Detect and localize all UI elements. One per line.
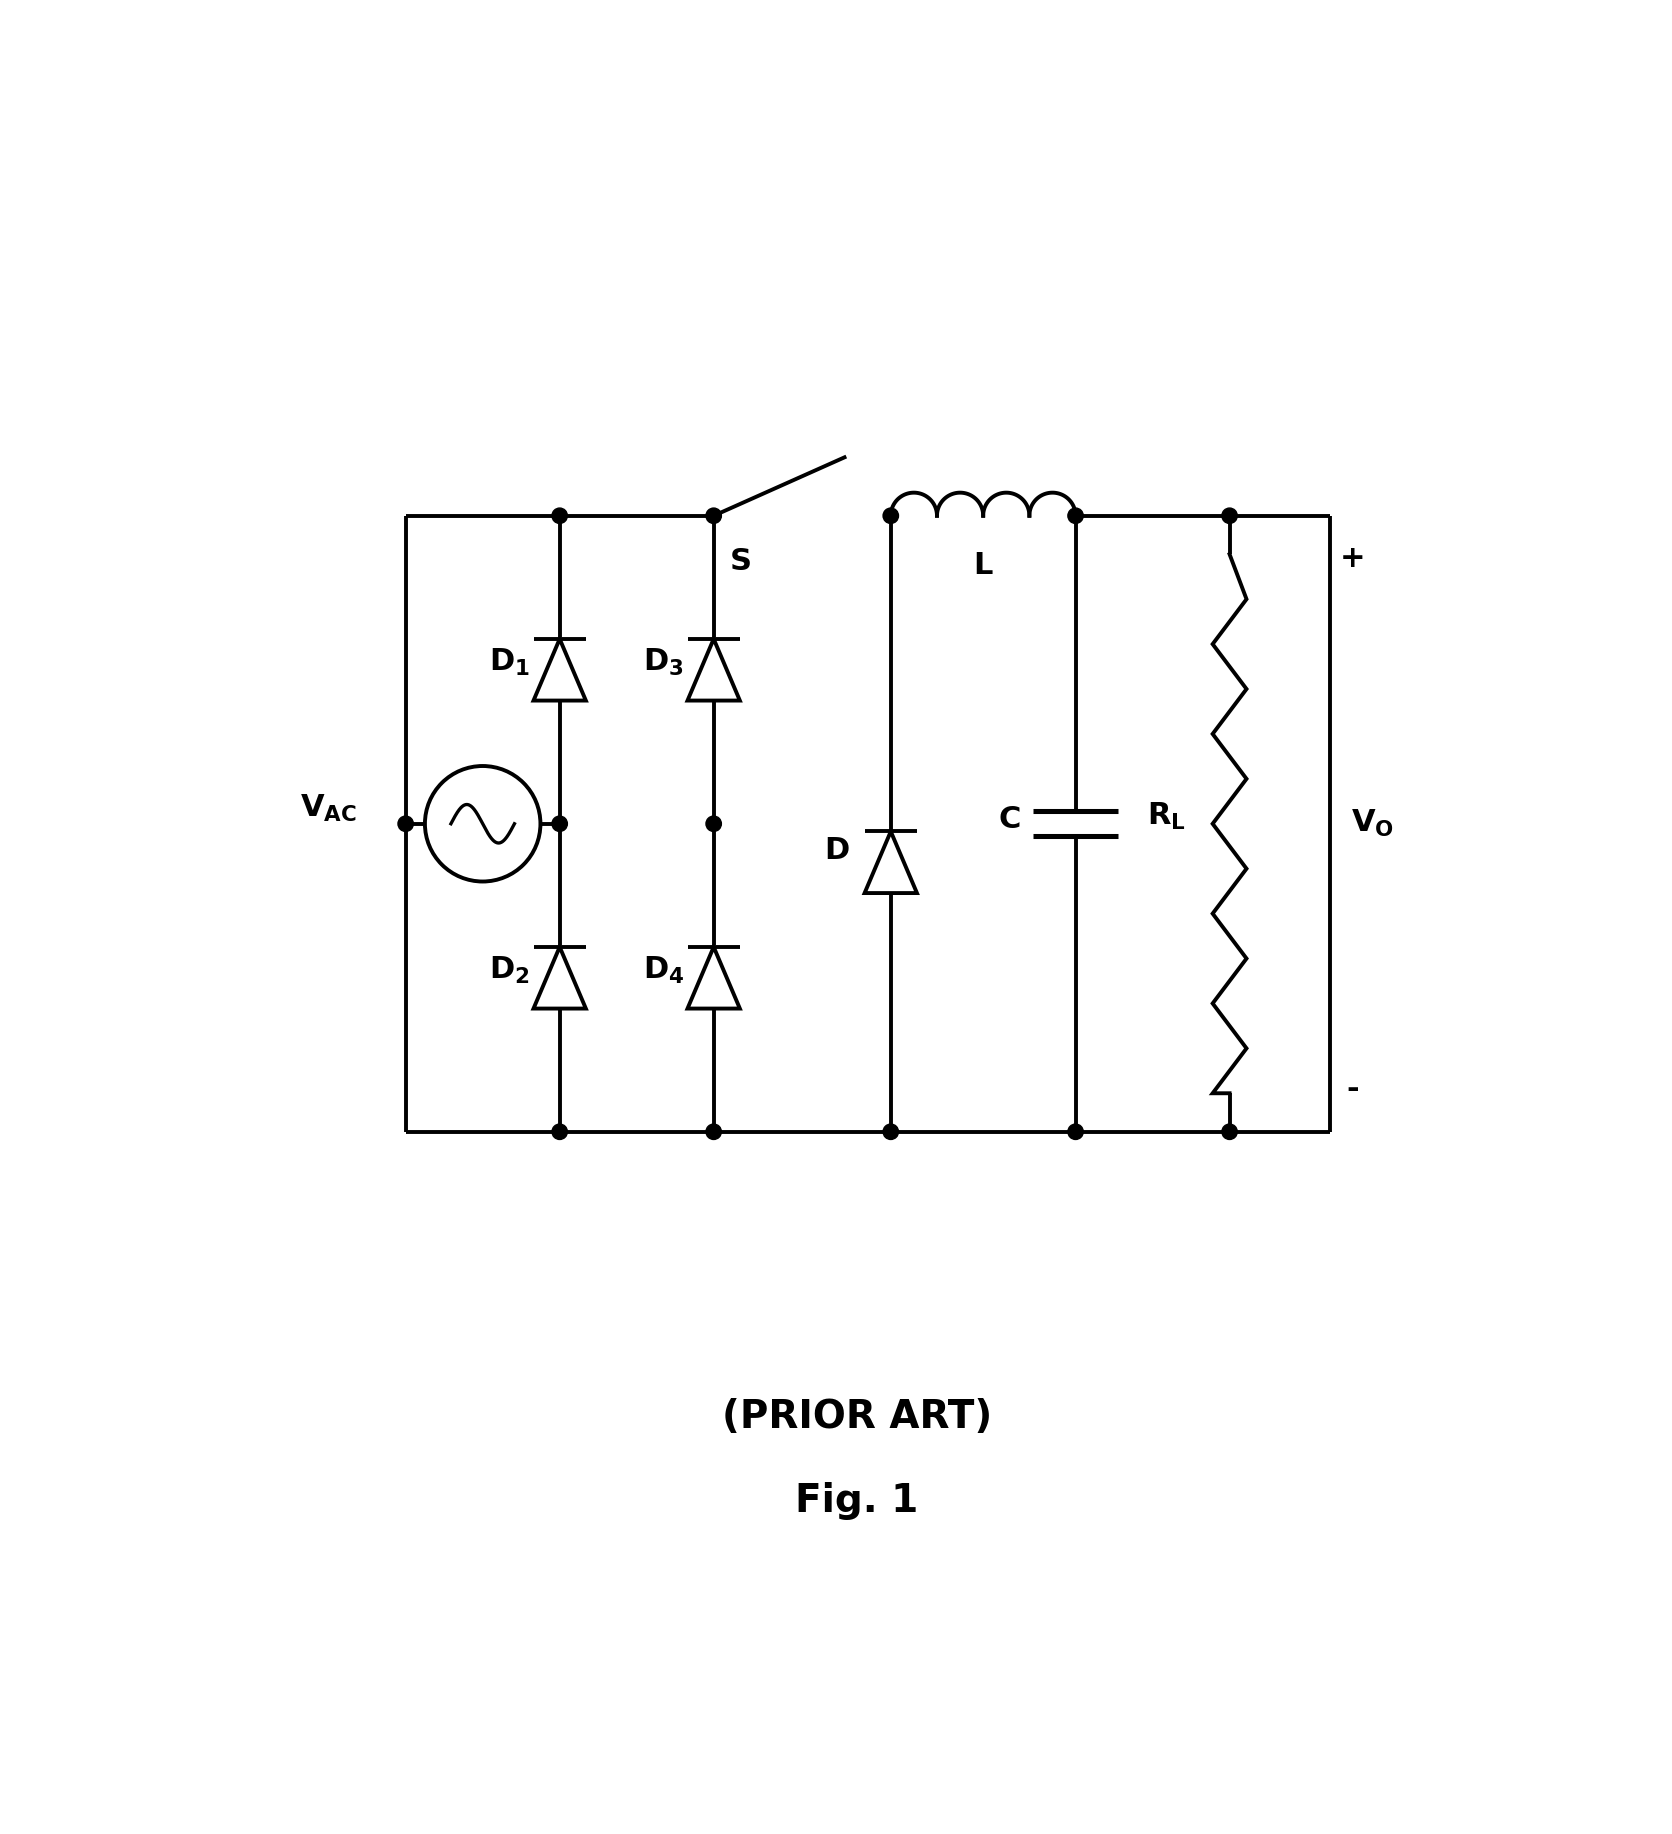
Circle shape	[707, 508, 721, 523]
Circle shape	[883, 508, 898, 523]
Text: +: +	[1339, 543, 1366, 572]
Circle shape	[884, 508, 898, 523]
Text: $\mathbf{V_{AC}}$: $\mathbf{V_{AC}}$	[301, 792, 358, 823]
Text: L: L	[973, 552, 993, 580]
Text: $\mathbf{V_O}$: $\mathbf{V_O}$	[1351, 809, 1393, 840]
Circle shape	[552, 1124, 567, 1139]
Circle shape	[1068, 1124, 1083, 1139]
Text: (PRIOR ART): (PRIOR ART)	[722, 1398, 991, 1436]
Circle shape	[398, 816, 413, 831]
Circle shape	[1222, 508, 1237, 523]
Text: $\mathbf{D_2}$: $\mathbf{D_2}$	[490, 954, 530, 985]
Circle shape	[552, 508, 567, 523]
Text: C: C	[998, 805, 1022, 834]
Text: S: S	[729, 548, 752, 576]
Circle shape	[706, 508, 721, 523]
Circle shape	[706, 1124, 721, 1139]
Circle shape	[883, 1124, 898, 1139]
Text: $\mathbf{D_1}$: $\mathbf{D_1}$	[490, 647, 530, 677]
Text: $\mathbf{D_4}$: $\mathbf{D_4}$	[644, 954, 684, 985]
Circle shape	[706, 816, 721, 831]
Text: Fig. 1: Fig. 1	[796, 1482, 918, 1520]
Circle shape	[1068, 508, 1083, 523]
Circle shape	[552, 816, 567, 831]
Text: $\mathbf{D_3}$: $\mathbf{D_3}$	[644, 647, 684, 677]
Text: $\mathbf{R_L}$: $\mathbf{R_L}$	[1147, 800, 1185, 831]
Text: -: -	[1346, 1075, 1359, 1104]
Text: D: D	[824, 836, 849, 866]
Circle shape	[1222, 1124, 1237, 1139]
